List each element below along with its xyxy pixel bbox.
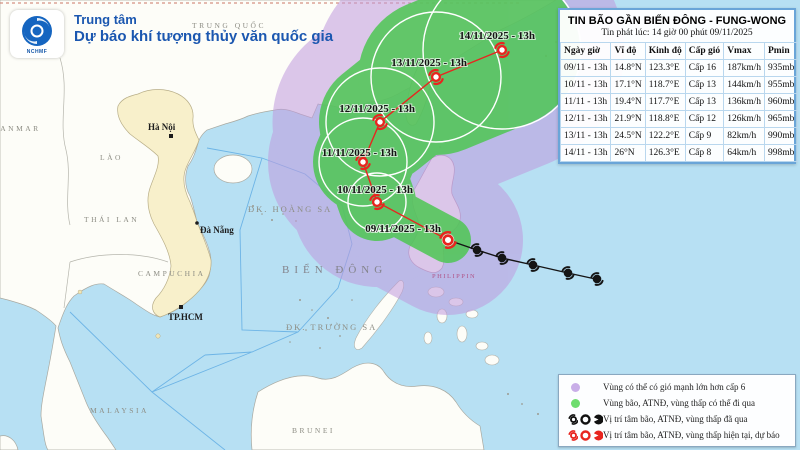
depression-icon bbox=[580, 429, 591, 441]
col-cap-gio: Cấp gió bbox=[684, 42, 725, 60]
border-lines bbox=[59, 57, 169, 309]
table-row: 09/11 - 13h 14.8°N 123.3°E Cấp 16 187km/h 9… bbox=[559, 59, 799, 77]
bulletin-title: TIN BÃO GẦN BIỂN ĐÔNG - FUNG-WONG bbox=[567, 15, 787, 27]
borneo-island bbox=[250, 362, 485, 450]
table-header-row: Ngày giờ Vĩ độ Kinh độ Cấp gió Vmax Pmin bbox=[559, 42, 799, 60]
depression-icon bbox=[580, 413, 591, 425]
label-hoang-sa: ĐK. HOÀNG SA bbox=[248, 204, 332, 214]
table-row: 14/11 - 13h 26°N 126.3°E Cấp 8 64km/h 998mb bbox=[559, 144, 799, 162]
typhoon-icon bbox=[568, 413, 579, 425]
col-pmin: Pmin bbox=[763, 42, 799, 60]
table-row: 10/11 - 13h 17.1°N 118.7°E Cấp 13 144km/h 9… bbox=[559, 76, 799, 94]
purple-zone-icon bbox=[563, 382, 603, 393]
legend-row-wind-zone: Vùng có thể có gió mạnh lớn hơn cấp 6 bbox=[563, 379, 791, 395]
legend-label: Vị trí tâm bão, ATNĐ, vùng thấp hiện tại… bbox=[603, 430, 780, 440]
past-position-icons bbox=[563, 413, 603, 426]
label-thai-lan: THÁI LAN bbox=[84, 214, 139, 224]
green-zone-icon bbox=[563, 398, 603, 409]
sumatra-tip bbox=[0, 435, 19, 450]
legend-label: Vùng có thể có gió mạnh lớn hơn cấp 6 bbox=[603, 382, 746, 392]
past-typhoon-symbols bbox=[470, 243, 604, 286]
label-bien-dong: BIỂN ĐÔNG bbox=[282, 263, 387, 276]
org-line1: Trung tâm bbox=[74, 12, 137, 27]
label-malaysia: MALAYSIA bbox=[90, 406, 149, 415]
hainan-island bbox=[213, 154, 253, 184]
bulletin-panel: TIN BÃO GẦN BIỂN ĐÔNG - FUNG-WONG Tin ph… bbox=[558, 8, 799, 164]
legend-label: Vùng bão, ATNĐ, vùng thấp có thể đi qua bbox=[603, 398, 755, 408]
track-label-09-11: 09/11/2025 - 13h bbox=[365, 223, 441, 235]
track-label-11-11: 11/11/2025 - 13h bbox=[322, 147, 397, 159]
storm-table: Ngày giờ Vĩ độ Kinh độ Cấp gió Vmax Pmin… bbox=[559, 42, 799, 162]
table-row: 13/11 - 13h 24.5°N 122.2°E Cấp 9 82km/h 990… bbox=[559, 127, 799, 145]
low-area-icon bbox=[592, 430, 603, 440]
label-philippin: PHILIPPIN bbox=[432, 273, 476, 280]
bulletin-issued: Tin phát lúc: 14 giờ 00 phút 09/11/2025 bbox=[601, 28, 753, 38]
legend-label: Vị trí tâm bão, ATNĐ, vùng thấp đã qua bbox=[603, 414, 748, 424]
track-label-12-11: 12/11/2025 - 13h bbox=[339, 103, 415, 115]
col-ngay-gio: Ngày giờ bbox=[559, 42, 612, 60]
current-position-icons bbox=[563, 429, 603, 442]
header: NCHMF Trung tâm Dự báo khí tượng thủy vă… bbox=[10, 10, 333, 58]
legend-row-past-position: Vị trí tâm bão, ATNĐ, vùng thấp đã qua bbox=[563, 411, 791, 427]
label-trung-quoc: TRUNG QUỐC bbox=[192, 20, 266, 30]
legend-panel: Vùng có thể có gió mạnh lớn hơn cấp 6 Vù… bbox=[558, 374, 796, 447]
forecast-track-line bbox=[362, 49, 503, 241]
col-vi-do: Vĩ độ bbox=[610, 42, 646, 60]
vietnam bbox=[117, 89, 212, 318]
low-area-icon bbox=[592, 414, 603, 424]
forecast-typhoon-symbols bbox=[355, 41, 510, 250]
table-row: 11/11 - 13h 19.4°N 117.7°E Cấp 13 136km/h 9… bbox=[559, 93, 799, 111]
track-label-14-11: 14/11/2025 - 13h bbox=[459, 30, 535, 42]
label-ha-noi: Hà Nội bbox=[148, 122, 176, 132]
label-da-nang: Đà Nẵng bbox=[200, 225, 234, 235]
label-lao: LÀO bbox=[100, 152, 123, 162]
nchmf-logo: NCHMF bbox=[10, 10, 64, 58]
track-label-13-11: 13/11/2025 - 13h bbox=[391, 57, 467, 69]
label-truong-sa: ĐK. TRƯỜNG SA bbox=[286, 322, 377, 332]
city-markers bbox=[169, 134, 199, 309]
label-brunei: BRUNEI bbox=[292, 426, 335, 435]
legend-row-storm-zone: Vùng bão, ATNĐ, vùng thấp có thể đi qua bbox=[563, 395, 791, 411]
track-label-10-11: 10/11/2025 - 13h bbox=[337, 184, 413, 196]
org-title: Trung tâm Dự báo khí tượng thủy văn quốc… bbox=[74, 10, 333, 47]
nchmf-logo-icon bbox=[22, 15, 52, 46]
legend-row-current-position: Vị trí tâm bão, ATNĐ, vùng thấp hiện tại… bbox=[563, 427, 791, 443]
table-row: 12/11 - 13h 21.9°N 118.8°E Cấp 12 126km/h 9… bbox=[559, 110, 799, 128]
col-kinh-do: Kinh độ bbox=[644, 42, 686, 60]
org-line2: Dự báo khí tượng thủy văn quốc gia bbox=[74, 28, 334, 46]
label-myanmar: MYANMAR bbox=[0, 124, 41, 133]
nchmf-logo-text: NCHMF bbox=[26, 48, 48, 55]
label-tphcm: TP.HCM bbox=[168, 312, 203, 322]
col-vmax: Vmax bbox=[723, 42, 765, 60]
typhoon-icon bbox=[568, 429, 579, 441]
label-campuchia: CAMPUCHIA bbox=[138, 269, 206, 278]
